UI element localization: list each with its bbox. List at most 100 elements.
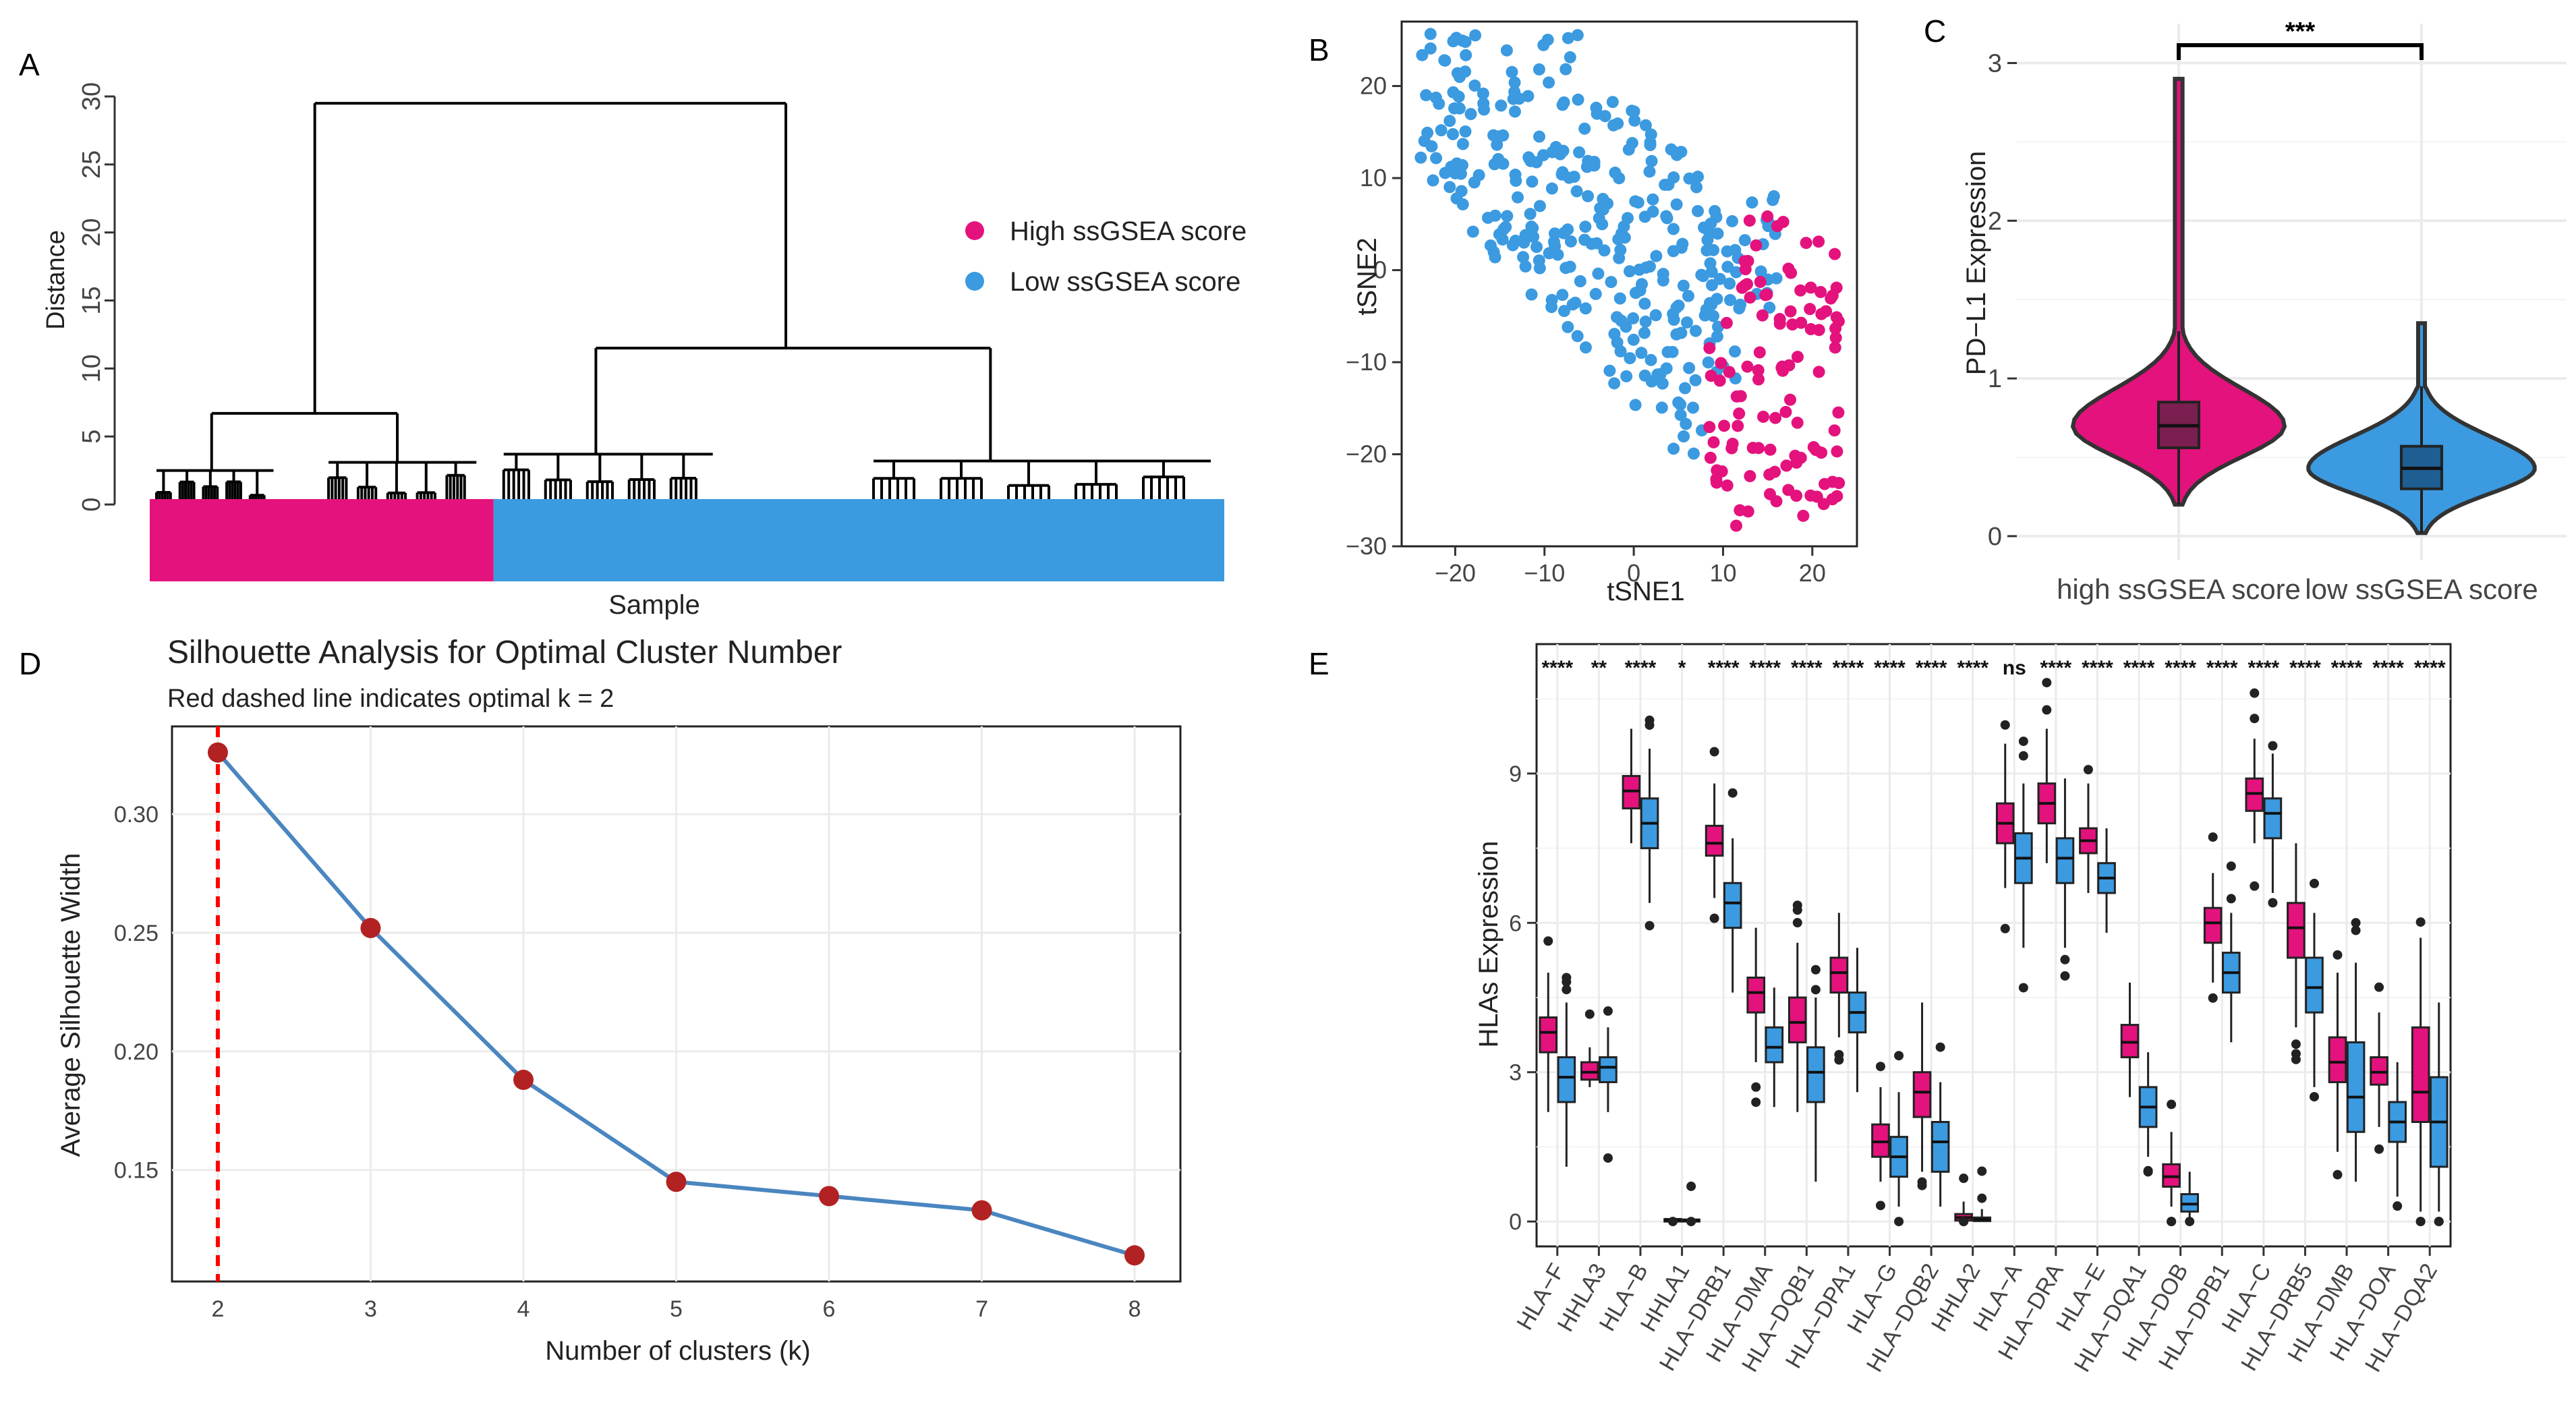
- tsne-point-low: [1477, 87, 1489, 100]
- tsne-point-high: [1784, 393, 1797, 406]
- tsne-point-high: [1804, 281, 1817, 294]
- tsne-point-low: [1517, 251, 1530, 264]
- outlier-point: [2268, 898, 2278, 908]
- tsne-point-low: [1466, 225, 1479, 238]
- tsne-point-low: [1435, 124, 1448, 137]
- tsne-point-high: [1720, 316, 1733, 329]
- y-tick-label: 0.25: [114, 921, 159, 946]
- tsne-point-low: [1446, 127, 1459, 140]
- significance-label: **: [1591, 657, 1607, 679]
- outlier-point: [2351, 918, 2361, 928]
- tsne-point-low: [1445, 161, 1458, 173]
- tsne-point-high: [1726, 438, 1739, 451]
- dendrogram-xlabel: Sample: [608, 590, 700, 620]
- tsne-point-low: [1562, 32, 1574, 45]
- outlier-point: [1894, 1051, 1904, 1061]
- tsne-point-low: [1661, 212, 1673, 225]
- outlier-point: [2250, 881, 2260, 891]
- tsne-point-low: [1574, 275, 1586, 288]
- tsne-point-low: [1603, 364, 1616, 377]
- outlier-point: [2000, 923, 2010, 933]
- tsne-point-low: [1562, 320, 1574, 333]
- outlier-point: [1810, 985, 1821, 995]
- tsne-point-low: [1533, 63, 1545, 76]
- dendrogram-legend: High ssGSEA score Low ssGSEA score: [965, 217, 1247, 297]
- tsne-point-low: [1683, 362, 1696, 374]
- tsne-point-high: [1792, 351, 1804, 364]
- hla-significance: **** ** **** * **** **** **** **** **** **** **** n…: [1541, 657, 2445, 679]
- box-iqr: [1806, 1046, 1825, 1103]
- tsne-point-low: [1533, 130, 1546, 143]
- tsne-point-high: [1804, 489, 1817, 502]
- tsne-point-low: [1579, 302, 1592, 315]
- tsne-point-high: [1741, 360, 1754, 373]
- tsne-point-low: [1679, 382, 1692, 395]
- tsne-point-high: [1757, 410, 1770, 423]
- tsne-point-high: [1744, 469, 1756, 482]
- tsne-point-low: [1500, 44, 1513, 57]
- tsne-point-low: [1472, 169, 1485, 181]
- outlier-point: [1603, 1006, 1613, 1016]
- x-tick-label: high ssGSEA score: [2057, 573, 2301, 605]
- outlier-point: [2185, 1217, 2195, 1227]
- outlier-point: [2332, 1170, 2343, 1180]
- outlier-point: [2226, 894, 2236, 904]
- tsne-point-low: [1689, 374, 1702, 386]
- box-iqr: [1599, 1056, 1618, 1083]
- tsne-point-low: [1670, 198, 1683, 211]
- box-iqr: [2328, 1036, 2347, 1083]
- significance-label: ****: [2331, 657, 2363, 679]
- tsne-point-low: [1459, 65, 1472, 78]
- tsne-point-low: [1469, 29, 1482, 42]
- y-tick-label: 0: [1373, 256, 1387, 284]
- tsne-point-low: [1455, 185, 1468, 198]
- tsne-point-low: [1420, 89, 1433, 102]
- outlier-point: [1709, 747, 1719, 757]
- tsne-point-low: [1459, 125, 1472, 138]
- x-tick-label: 4: [517, 1296, 530, 1322]
- tsne-point-low: [1460, 49, 1472, 61]
- y-tick-label: 20: [1360, 72, 1387, 100]
- tsne-point-low: [1592, 267, 1605, 280]
- y-tick-label: 9: [1509, 761, 1522, 787]
- x-tick-label: 5: [670, 1296, 683, 1322]
- outlier-point: [1727, 788, 1738, 798]
- tsne-point-low: [1447, 35, 1460, 48]
- dendrogram-ylabel: Distance: [42, 230, 70, 330]
- tsne-point-high: [1736, 281, 1748, 294]
- tsne-point-low: [1725, 214, 1738, 227]
- x-tick-label: 6: [823, 1296, 836, 1322]
- tsne-point-low: [1608, 377, 1621, 390]
- tsne-point-low: [1640, 261, 1653, 274]
- violin-body: [2070, 76, 2287, 507]
- tsne-point-low: [1506, 65, 1518, 78]
- outlier-point: [2018, 737, 2028, 747]
- tsne-point-high: [1828, 424, 1841, 437]
- y-tick-label: 0: [78, 497, 106, 511]
- y-tick-label: 10: [1360, 164, 1387, 192]
- tsne-point-low: [1746, 196, 1758, 209]
- tsne-point-low: [1614, 243, 1627, 256]
- tsne-point-low: [1526, 175, 1539, 188]
- tsne-point-high: [1711, 464, 1723, 477]
- tsne-point-low: [1501, 210, 1514, 223]
- tsne-point-low: [1557, 305, 1570, 318]
- tsne-point-low: [1557, 227, 1570, 239]
- tsne-point-low: [1624, 352, 1636, 365]
- tsne-point-low: [1667, 442, 1680, 455]
- tsne-point-low: [1464, 108, 1477, 121]
- tsne-point-low: [1701, 233, 1714, 246]
- tsne-point-high: [1825, 292, 1837, 305]
- tsne-point-high: [1804, 303, 1816, 316]
- significance-label: ****: [2248, 657, 2279, 679]
- outlier-point: [1935, 1042, 1945, 1052]
- tsne-point-high: [1829, 341, 1841, 354]
- significance-label: ****: [1957, 657, 1988, 679]
- tsne-point-low: [1556, 98, 1569, 111]
- tsne-point-low: [1525, 288, 1538, 301]
- tsne-point-low: [1430, 152, 1443, 165]
- tsne-point-low: [1564, 51, 1576, 63]
- tsne-point-high: [1742, 505, 1754, 518]
- tsne-point-low: [1702, 356, 1715, 369]
- tsne-point-low: [1635, 347, 1648, 359]
